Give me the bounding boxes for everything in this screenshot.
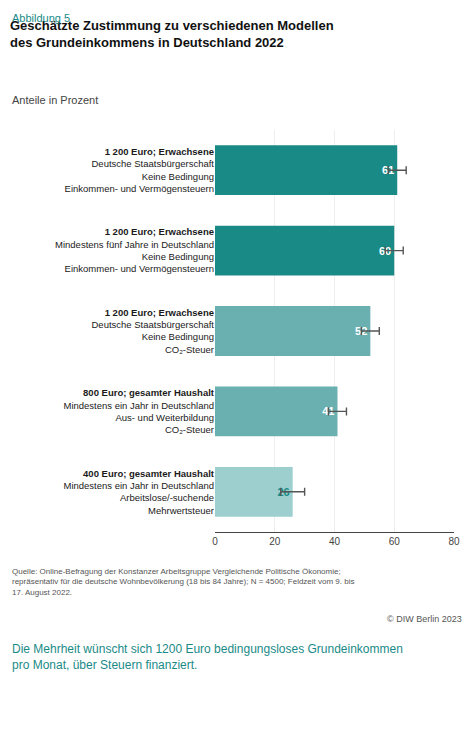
svg-text:52: 52 bbox=[355, 325, 367, 337]
svg-text:Abbildung 5: Abbildung 5 bbox=[12, 12, 70, 24]
svg-text:41: 41 bbox=[322, 405, 334, 417]
svg-text:60: 60 bbox=[379, 245, 391, 257]
svg-text:60: 60 bbox=[389, 536, 401, 547]
svg-text:Anteile in Prozent: Anteile in Prozent bbox=[12, 94, 98, 106]
svg-text:26: 26 bbox=[277, 486, 289, 498]
svg-text:0: 0 bbox=[212, 536, 218, 547]
svg-text:80: 80 bbox=[448, 536, 460, 547]
svg-text:1 200 Euro; ErwachseneDeutsche: 1 200 Euro; ErwachseneDeutsche Staatsbür… bbox=[91, 307, 214, 355]
svg-text:61: 61 bbox=[382, 164, 394, 176]
svg-text:20: 20 bbox=[269, 536, 281, 547]
svg-text:400 Euro; gesamter HaushaltMin: 400 Euro; gesamter HaushaltMindestens ei… bbox=[63, 468, 214, 516]
svg-text:40: 40 bbox=[329, 536, 341, 547]
svg-text:Geschätzte Zustimmung zu versc: Geschätzte Zustimmung zu verschiedenen M… bbox=[10, 18, 334, 50]
svg-text:© DIW Berlin 2023: © DIW Berlin 2023 bbox=[387, 614, 462, 624]
svg-text:800 Euro; gesamter HaushaltMin: 800 Euro; gesamter HaushaltMindestens ei… bbox=[63, 387, 214, 435]
svg-text:Quelle: Online-Befragung der K: Quelle: Online-Befragung der Konstanzer … bbox=[12, 567, 354, 597]
svg-text:1 200 Euro; ErwachseneMindeste: 1 200 Euro; ErwachseneMindestens fünf Ja… bbox=[55, 226, 214, 274]
svg-text:1 200 Euro; ErwachseneDeutsche: 1 200 Euro; ErwachseneDeutsche Staatsbür… bbox=[65, 146, 215, 194]
svg-text:Die Mehrheit wünscht sich 1200: Die Mehrheit wünscht sich 1200 Euro bedi… bbox=[12, 642, 403, 672]
